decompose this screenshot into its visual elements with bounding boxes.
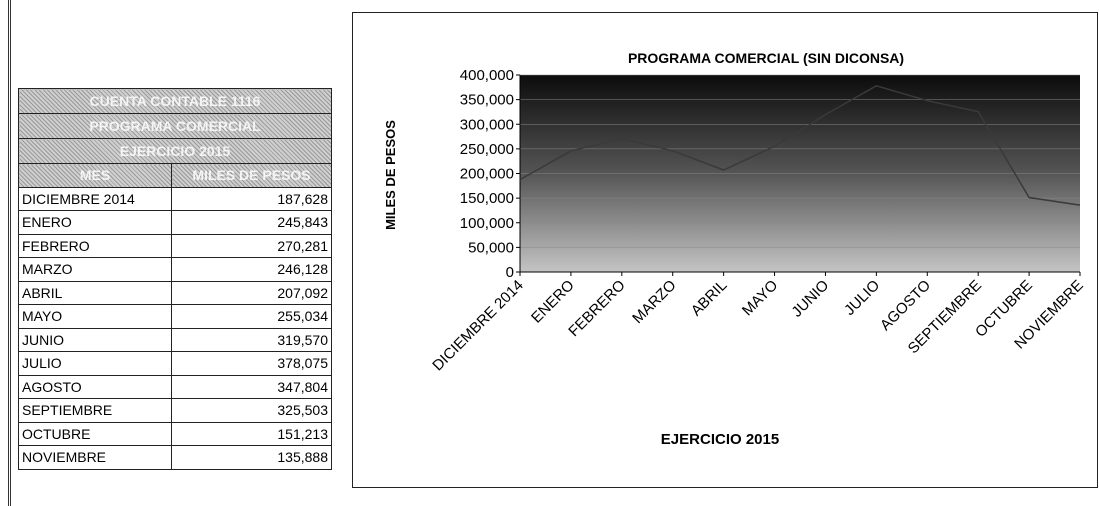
- title-row: CUENTA CONTABLE 1116: [18, 88, 332, 114]
- table-row: JULIO 378,075: [17, 351, 332, 376]
- table-row: NOVIEMBRE 135,888: [17, 445, 332, 470]
- month-cell: OCTUBRE: [17, 421, 173, 446]
- table-row: AGOSTO 347,804: [17, 374, 332, 399]
- chart-title: PROGRAMA COMERCIAL (SIN DICONSA): [628, 50, 904, 66]
- value-cell: 151,213: [171, 421, 332, 446]
- column-header: MES: [17, 163, 173, 188]
- table-title: CUENTA CONTABLE 1116: [18, 88, 332, 114]
- table-row: ENERO 245,843: [17, 210, 332, 235]
- month-cell: MAYO: [17, 304, 173, 329]
- y-tick-label: 50,000: [468, 239, 514, 256]
- y-tick-label: 200,000: [460, 166, 514, 183]
- title-row: PROGRAMA COMERCIAL: [18, 113, 332, 139]
- month-cell: JULIO: [17, 351, 173, 376]
- value-cell: 246,128: [171, 257, 332, 282]
- table-title: PROGRAMA COMERCIAL: [18, 113, 332, 139]
- month-cell: ABRIL: [17, 280, 173, 305]
- month-cell: DICIEMBRE 2014: [17, 186, 173, 211]
- x-axis-label: EJERCICIO 2015: [661, 431, 779, 448]
- table-row: ABRIL 207,092: [17, 280, 332, 305]
- chart-box: PROGRAMA COMERCIAL (SIN DICONSA) MILES D…: [352, 12, 1098, 493]
- table-row: SEPTIEMBRE 325,503: [17, 398, 332, 423]
- value-cell: 378,075: [171, 351, 332, 376]
- value-cell: 319,570: [171, 327, 332, 352]
- y-tick-label: 400,000: [460, 67, 514, 84]
- y-tick-label: 300,000: [460, 116, 514, 133]
- y-tick-label: 250,000: [460, 141, 514, 158]
- table-row: MARZO 246,128: [17, 257, 332, 282]
- value-cell: 187,628: [171, 186, 332, 211]
- value-cell: 207,092: [171, 280, 332, 305]
- month-cell: NOVIEMBRE: [17, 445, 173, 470]
- value-cell: 245,843: [171, 210, 332, 235]
- month-cell: JUNIO: [17, 327, 173, 352]
- value-cell: 325,503: [171, 398, 332, 423]
- value-cell: 270,281: [171, 233, 332, 258]
- month-cell: SEPTIEMBRE: [17, 398, 173, 423]
- page-border: [8, 0, 11, 506]
- month-cell: AGOSTO: [17, 374, 173, 399]
- value-cell: 347,804: [171, 374, 332, 399]
- table-row: DICIEMBRE 2014 187,628: [17, 186, 332, 211]
- title-row: EJERCICIO 2015: [18, 138, 332, 164]
- table-row: MAYO 255,034: [17, 304, 332, 329]
- data-table: CUENTA CONTABLE 1116 PROGRAMA COMERCIAL EJ…: [17, 88, 332, 470]
- y-tick-label: 350,000: [460, 92, 514, 109]
- column-header: MILES DE PESOS: [171, 163, 332, 188]
- y-axis-label: MILES DE PESOS: [383, 120, 398, 230]
- month-cell: ENERO: [17, 210, 173, 235]
- month-cell: FEBRERO: [17, 233, 173, 258]
- header-row: MES MILES DE PESOS: [17, 163, 332, 188]
- month-cell: MARZO: [17, 257, 173, 282]
- y-tick-label: 100,000: [460, 215, 514, 232]
- table-row: FEBRERO 270,281: [17, 233, 332, 258]
- table-row: JUNIO 319,570: [17, 327, 332, 352]
- table-title: EJERCICIO 2015: [18, 138, 332, 164]
- data-line: [519, 84, 1081, 206]
- y-tick-label: 0: [506, 264, 514, 281]
- value-cell: 255,034: [171, 304, 332, 329]
- chart: PROGRAMA COMERCIAL (SIN DICONSA) MILES D…: [352, 12, 1098, 488]
- table-row: OCTUBRE 151,213: [17, 421, 332, 446]
- value-cell: 135,888: [171, 445, 332, 470]
- y-tick-label: 150,000: [460, 190, 514, 207]
